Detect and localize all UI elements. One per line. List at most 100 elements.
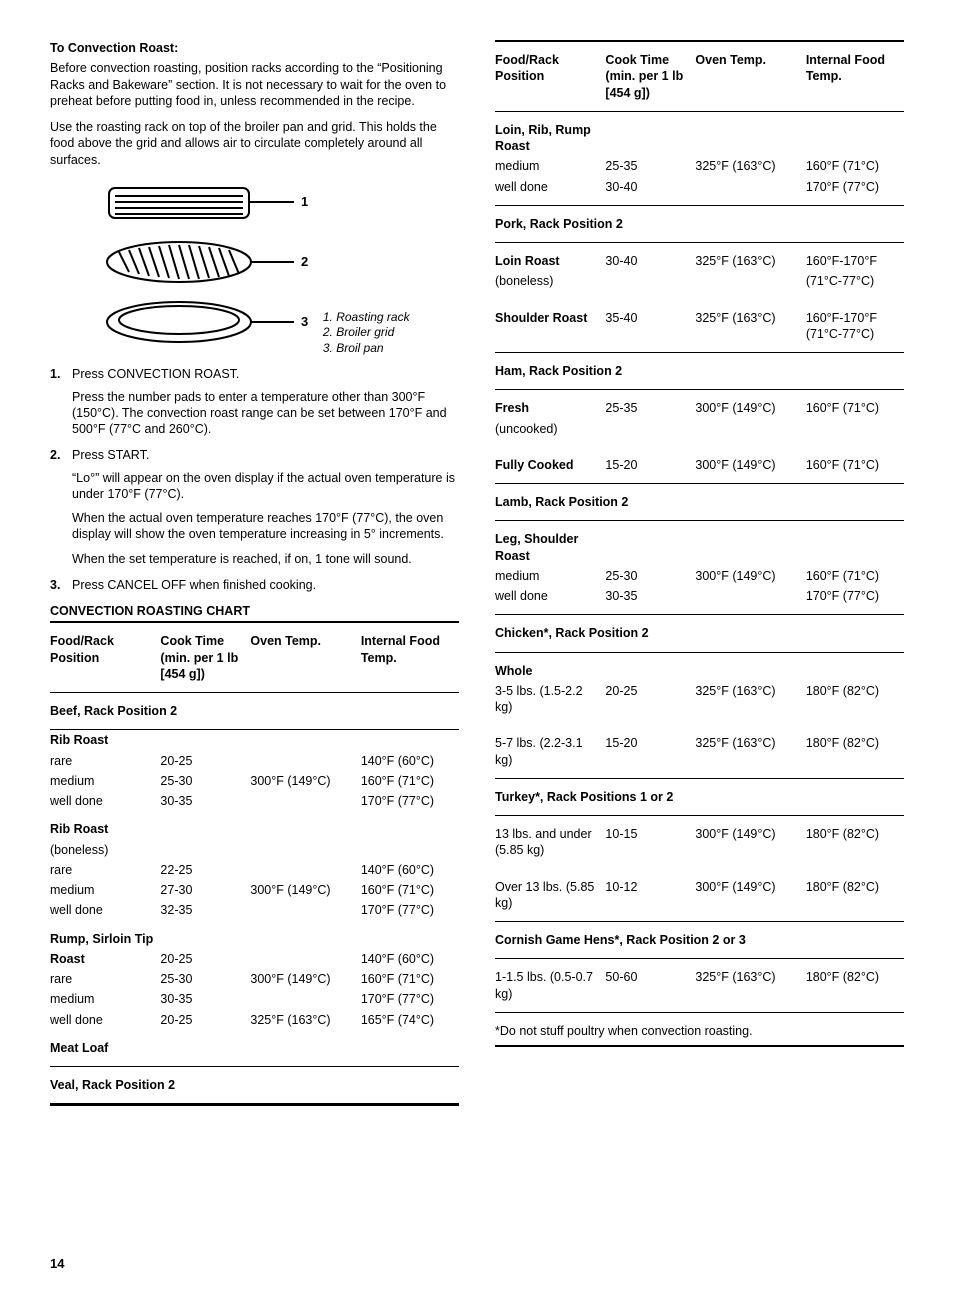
table-cell-food: well done [495, 177, 605, 206]
table-cell-time: 20-25 [160, 1010, 250, 1038]
table-section-header: Beef, Rack Position 2 [50, 693, 459, 730]
table-cell-internal-temp: 170°F (77°C) [806, 586, 904, 615]
table-cell-internal-temp: 160°F (71°C) [806, 390, 904, 419]
instruction-steps: 1.Press CONVECTION ROAST.Press the numbe… [50, 366, 459, 593]
table-cell-oven-temp: 300°F (149°C) [250, 771, 360, 791]
table-cell-internal-temp: 140°F (60°C) [361, 751, 459, 771]
table-cell-oven-temp [250, 751, 360, 771]
table-cell-internal-temp: 180°F (82°C) [806, 725, 904, 778]
step-number: 1. [50, 366, 72, 382]
table-group-head: Whole [495, 652, 605, 681]
table-cell-time: 20-25 [605, 681, 695, 726]
table-group-head: Rump, Sirloin Tip [50, 929, 160, 949]
table-cell-time [605, 271, 695, 299]
table-cell-internal-temp: 140°F (60°C) [361, 949, 459, 969]
table-cell-oven-temp: 325°F (163°C) [695, 300, 805, 353]
table-cell-oven-temp: 325°F (163°C) [695, 681, 805, 726]
table-cell-time: 30-35 [605, 586, 695, 615]
table-cell-oven-temp [250, 949, 360, 969]
table-cell-internal-temp: 180°F (82°C) [806, 681, 904, 726]
table-cell-food: rare [50, 751, 160, 771]
step-head: Press START. [72, 448, 149, 462]
right-column: Food/Rack Position Cook Time (min. per 1… [495, 40, 904, 1106]
step-body-paragraph: “Lo°” will appear on the oven display if… [72, 470, 459, 503]
table-cell-food: medium [50, 989, 160, 1009]
table-cell-food: medium [495, 156, 605, 176]
table-cell-internal-temp: 160°F (71°C) [806, 566, 904, 586]
table-cell-time: 25-35 [605, 390, 695, 419]
table-cell-internal-temp: 165°F (74°C) [361, 1010, 459, 1038]
footnote-rule [495, 1045, 904, 1047]
table-cell-time [160, 840, 250, 860]
intro-paragraph-2: Use the roasting rack on top of the broi… [50, 119, 459, 168]
table-cell-food: well done [50, 900, 160, 928]
table-section-header: Cornish Game Hens*, Rack Position 2 or 3 [495, 922, 904, 959]
table-group-head: Rib Roast [50, 819, 160, 839]
table-cell-internal-temp: 140°F (60°C) [361, 860, 459, 880]
table-cell-internal-temp: 180°F (82°C) [806, 816, 904, 869]
table-cell-oven-temp: 300°F (149°C) [695, 566, 805, 586]
roasting-chart-right: Food/Rack Position Cook Time (min. per 1… [495, 40, 904, 1013]
table-cell-food: Shoulder Roast [495, 300, 605, 353]
table-cell-food: (boneless) [495, 271, 605, 299]
table-cell-oven-temp: 325°F (163°C) [695, 243, 805, 272]
table-cell-oven-temp: 325°F (163°C) [695, 156, 805, 176]
table-cell-oven-temp: 325°F (163°C) [695, 959, 805, 1012]
table-cell-internal-temp: 160°F-170°F (71°C-77°C) [806, 300, 904, 353]
convection-roast-heading: To Convection Roast: [50, 40, 459, 56]
table-cell-oven-temp [250, 900, 360, 928]
th-food: Food/Rack Position [50, 622, 160, 692]
table-group-head: Leg, Shoulder Roast [495, 521, 605, 566]
table-cell-time [605, 419, 695, 447]
table-cell-time: 25-30 [605, 566, 695, 586]
table-cell-food: well done [50, 791, 160, 819]
step-head: Press CONVECTION ROAST. [72, 367, 239, 381]
table-cell-food: 1-1.5 lbs. (0.5-0.7 kg) [495, 959, 605, 1012]
table-group-head: Meat Loaf [50, 1038, 160, 1067]
legend-item-3: 3. Broil pan [323, 341, 410, 357]
th-time: Cook Time (min. per 1 lb [454 g]) [605, 41, 695, 111]
table-cell-oven-temp [695, 177, 805, 206]
table-group-head: Rib Roast [50, 730, 160, 751]
table-cell-time: 32-35 [160, 900, 250, 928]
table-cell-oven-temp [250, 840, 360, 860]
table-cell-time: 30-40 [605, 177, 695, 206]
intro-paragraph-1: Before convection roasting, position rac… [50, 60, 459, 109]
th-internal: Internal Food Temp. [806, 41, 904, 111]
table-cell-time: 27-30 [160, 880, 250, 900]
poultry-footnote: *Do not stuff poultry when convection ro… [495, 1023, 904, 1039]
table-cell-oven-temp: 300°F (149°C) [695, 390, 805, 419]
table-cell-internal-temp [361, 840, 459, 860]
table-cell-internal-temp: 180°F (82°C) [806, 959, 904, 1012]
table-cell-time: 20-25 [160, 949, 250, 969]
table-section-header: Turkey*, Rack Positions 1 or 2 [495, 778, 904, 815]
rack-diagram-svg: 1 2 3 [99, 182, 319, 352]
table-cell-food: Roast [50, 949, 160, 969]
legend-item-2: 2. Broiler grid [323, 325, 410, 341]
table-cell-food: 13 lbs. and under (5.85 kg) [495, 816, 605, 869]
table-group-head: Loin, Rib, Rump Roast [495, 111, 605, 156]
table-cell-food: well done [495, 586, 605, 615]
table-cell-food: 5-7 lbs. (2.2-3.1 kg) [495, 725, 605, 778]
table-cell-time: 10-12 [605, 869, 695, 922]
page-number: 14 [50, 1256, 904, 1273]
table-cell-oven-temp: 325°F (163°C) [250, 1010, 360, 1038]
table-section-header: Ham, Rack Position 2 [495, 353, 904, 390]
table-cell-internal-temp: 160°F (71°C) [806, 156, 904, 176]
table-cell-internal-temp [806, 419, 904, 447]
roasting-chart-left: Food/Rack Position Cook Time (min. per 1… [50, 621, 459, 1106]
step-head: Press CANCEL OFF when finished cooking. [72, 578, 316, 592]
table-cell-time: 15-20 [605, 725, 695, 778]
table-cell-time: 15-20 [605, 447, 695, 484]
table-cell-food: well done [50, 1010, 160, 1038]
table-cell-time: 50-60 [605, 959, 695, 1012]
table-cell-food: medium [50, 771, 160, 791]
table-cell-internal-temp: (71°C-77°C) [806, 271, 904, 299]
step-body-paragraph: When the set temperature is reached, if … [72, 551, 459, 567]
table-cell-oven-temp [250, 791, 360, 819]
table-section-header: Lamb, Rack Position 2 [495, 484, 904, 521]
table-cell-time: 25-30 [160, 771, 250, 791]
table-cell-internal-temp: 160°F-170°F [806, 243, 904, 272]
table-cell-oven-temp: 300°F (149°C) [250, 969, 360, 989]
table-cell-internal-temp: 170°F (77°C) [361, 900, 459, 928]
